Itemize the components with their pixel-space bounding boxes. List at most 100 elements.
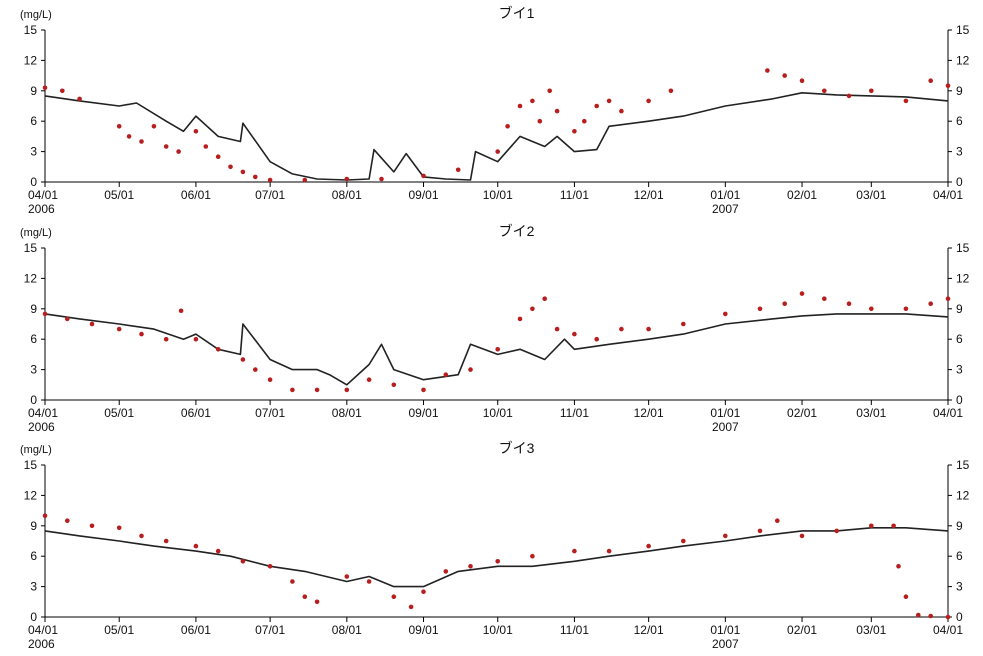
y-tick-label-right: 15 [956, 23, 970, 37]
data-point [537, 118, 543, 124]
x-tick-label: 08/01 [332, 406, 362, 420]
y-tick-label-right: 0 [956, 393, 963, 407]
series-line [44, 313, 949, 386]
data-point [547, 88, 552, 94]
data-point [668, 88, 674, 94]
y-tick-label-left: 15 [24, 23, 38, 37]
y-tick-label-left: 12 [24, 53, 38, 67]
data-point [619, 108, 624, 114]
data-point [517, 103, 523, 109]
x-tick-label: 11/01 [560, 623, 589, 637]
data-point [139, 331, 144, 337]
data-point [916, 612, 921, 618]
data-point [757, 528, 763, 534]
data-point [495, 347, 501, 352]
series-line [44, 92, 949, 181]
data-point [408, 604, 414, 610]
y-tick-label-right: 6 [956, 332, 963, 346]
data-point [757, 306, 763, 312]
data-point [215, 347, 221, 352]
data-point [723, 311, 728, 317]
x-tick-label: 04/01 [933, 188, 963, 202]
data-point [42, 85, 48, 91]
data-point [163, 336, 169, 342]
x-tick-label: 02/01 [787, 406, 817, 420]
data-point [681, 538, 686, 544]
data-point [163, 144, 169, 149]
y-tick-label-right: 12 [956, 271, 970, 285]
x-tick-label: 07/01 [255, 623, 285, 637]
data-point [139, 139, 144, 144]
data-point [344, 574, 350, 579]
x-tick-label: 03/01 [856, 623, 886, 637]
data-point [42, 311, 48, 317]
data-point [366, 579, 372, 584]
x-tick-label: 04/01 [28, 623, 58, 637]
data-point [89, 321, 95, 327]
data-point [846, 301, 852, 307]
chart-panel-2: ブイ2 (mg/L) 0 0 3 3 6 6 9 9 12 12 15 15 04/01 05/01 06/01… [20, 223, 970, 434]
data-point [530, 553, 535, 559]
data-point [314, 387, 320, 393]
x-tick-label: 09/01 [409, 188, 439, 202]
x-tick-label: 06/01 [181, 406, 211, 420]
x-tick-label: 05/01 [104, 406, 134, 420]
y-tick-label-right: 0 [956, 175, 963, 189]
y-tick-label-left: 9 [30, 302, 37, 316]
data-point [834, 528, 839, 534]
data-point [928, 301, 933, 307]
x-tick-label: 03/01 [856, 188, 886, 202]
y-tick-label-right: 3 [956, 580, 963, 594]
data-point [646, 326, 651, 332]
data-point [891, 523, 896, 529]
y-tick-label-left: 12 [24, 271, 38, 285]
data-point [495, 559, 501, 564]
y-tick-label-right: 9 [956, 84, 963, 98]
data-point [782, 301, 787, 307]
data-point [228, 164, 233, 170]
year-label: 2006 [28, 420, 55, 434]
data-point [594, 336, 599, 342]
data-point [869, 523, 874, 529]
data-point [65, 316, 70, 322]
x-tick-label: 04/01 [28, 188, 58, 202]
data-point [314, 599, 320, 605]
data-point [302, 177, 308, 183]
data-point [582, 118, 587, 124]
y-tick-label-right: 3 [956, 145, 963, 159]
year-label: 2007 [712, 637, 739, 651]
y-tick-label-left: 9 [30, 519, 37, 533]
data-point [928, 613, 933, 619]
x-tick-label: 06/01 [181, 188, 211, 202]
data-point [822, 296, 827, 302]
data-point [391, 594, 397, 599]
data-point [203, 144, 209, 149]
y-tick-label-left: 9 [30, 84, 37, 98]
x-tick-label: 10/01 [483, 623, 513, 637]
data-point [468, 367, 473, 372]
data-point [267, 564, 273, 569]
data-point [443, 372, 449, 378]
data-point [344, 387, 350, 393]
x-tick-label: 01/01 [710, 406, 740, 420]
x-tick-label: 09/01 [409, 406, 439, 420]
data-point [240, 559, 246, 564]
data-point [267, 177, 273, 183]
x-tick-label: 04/01 [933, 406, 963, 420]
y-tick-label-left: 12 [24, 488, 38, 502]
data-point [799, 533, 805, 539]
chart-panel-1: ブイ1 (mg/L) 0 0 3 3 6 6 9 9 12 12 15 15 04/01 05/01 06/01… [20, 5, 970, 216]
data-point [253, 174, 258, 180]
x-tick-label: 09/01 [409, 623, 439, 637]
y-axis-label: (mg/L) [20, 227, 52, 239]
data-point [896, 564, 901, 569]
y-tick-label-right: 3 [956, 363, 963, 377]
y-tick-label-right: 12 [956, 53, 970, 67]
y-tick-label-left: 3 [30, 363, 37, 377]
y-axis-label: (mg/L) [20, 9, 52, 21]
data-point [765, 68, 770, 73]
x-tick-label: 07/01 [255, 406, 285, 420]
x-tick-label: 01/01 [710, 623, 740, 637]
data-point [116, 124, 122, 129]
